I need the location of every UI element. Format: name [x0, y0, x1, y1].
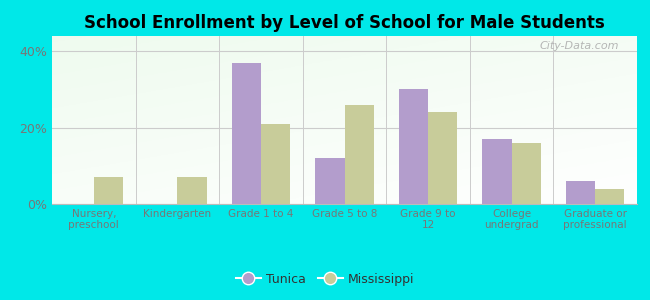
Bar: [315, 158, 344, 204]
Bar: [94, 177, 123, 204]
Bar: [595, 189, 625, 204]
Bar: [344, 105, 374, 204]
Legend: Tunica, Mississippi: Tunica, Mississippi: [231, 268, 419, 291]
Bar: [261, 124, 290, 204]
Bar: [177, 177, 207, 204]
Text: City-Data.com: City-Data.com: [540, 41, 619, 51]
Bar: [231, 63, 261, 204]
Bar: [428, 112, 458, 204]
Bar: [512, 143, 541, 204]
Bar: [399, 89, 428, 204]
Bar: [566, 181, 595, 204]
Bar: [482, 139, 512, 204]
Title: School Enrollment by Level of School for Male Students: School Enrollment by Level of School for…: [84, 14, 605, 32]
